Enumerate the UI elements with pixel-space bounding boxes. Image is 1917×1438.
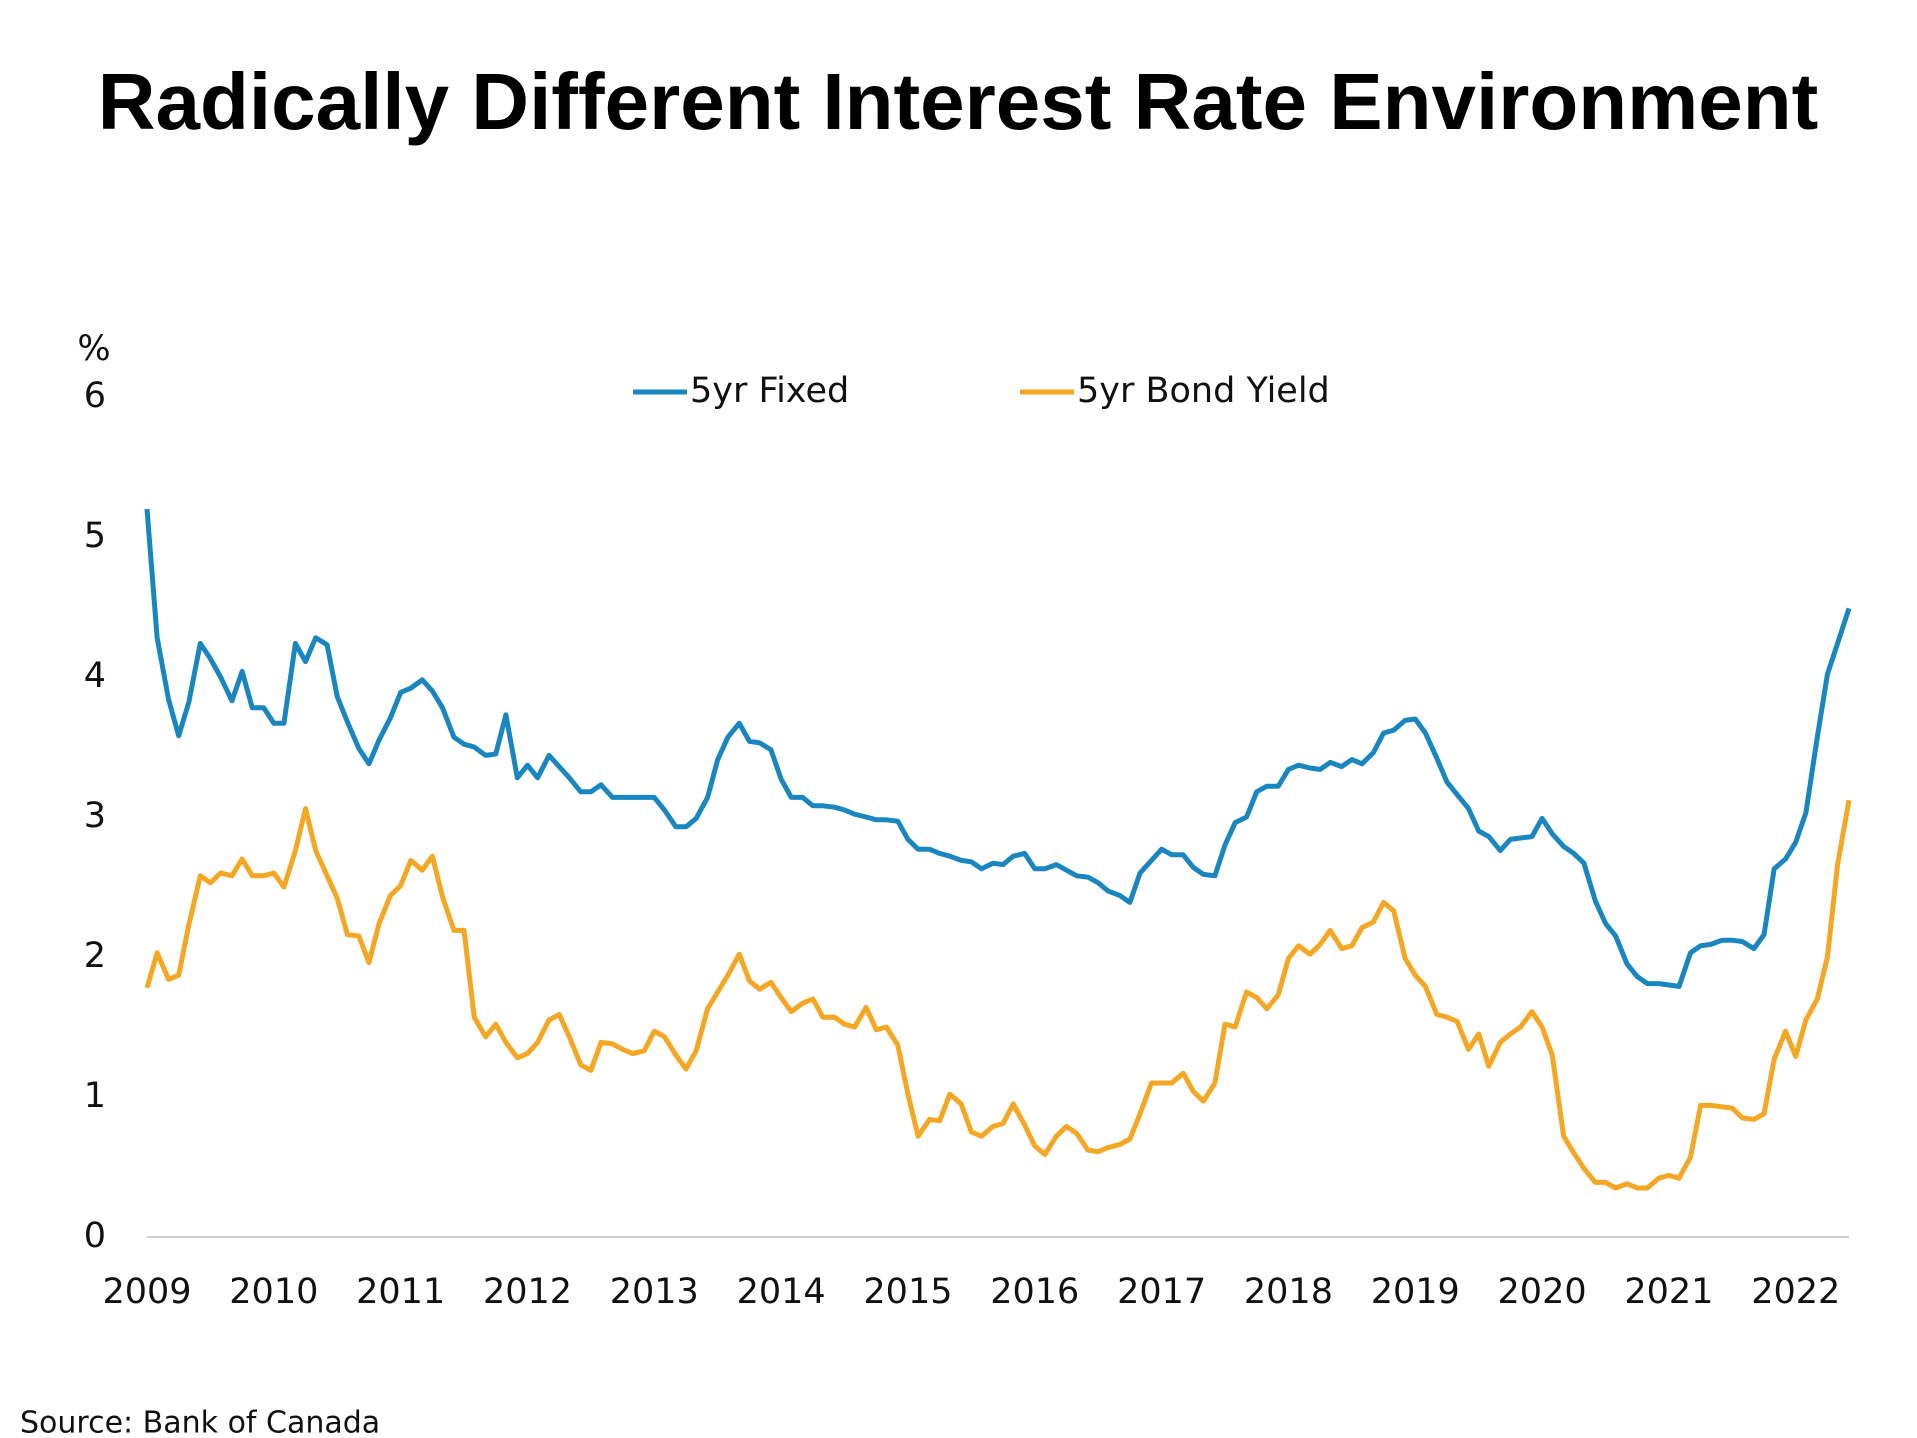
- x-tick-label: 2013: [610, 1272, 699, 1312]
- x-tick-label: 2012: [483, 1272, 572, 1312]
- x-tick-label: 2009: [102, 1272, 191, 1312]
- y-tick-label: 2: [84, 936, 106, 976]
- legend-label: 5yr Bond Yield: [1077, 371, 1330, 411]
- y-tick-label: 6: [84, 376, 106, 416]
- x-tick-label: 2018: [1244, 1272, 1333, 1312]
- x-tick-label: 2022: [1751, 1272, 1840, 1312]
- y-tick-label: 5: [84, 516, 106, 556]
- y-tick-label: 1: [84, 1076, 106, 1116]
- chart-title: Radically Different Interest Rate Enviro…: [97, 57, 1819, 146]
- y-tick-label: 4: [84, 656, 106, 696]
- x-tick-label: 2021: [1624, 1272, 1713, 1312]
- x-tick-label: 2014: [737, 1272, 826, 1312]
- y-tick-label: 3: [84, 796, 106, 836]
- x-tick-label: 2015: [863, 1272, 952, 1312]
- x-tick-label: 2020: [1498, 1272, 1587, 1312]
- x-tick-label: 2019: [1371, 1272, 1460, 1312]
- source-note: Source: Bank of Canada: [20, 1406, 380, 1438]
- legend-label: 5yr Fixed: [690, 371, 849, 411]
- y-tick-label: 0: [84, 1216, 106, 1256]
- series-line: [144, 799, 1852, 1191]
- x-tick-label: 2016: [990, 1272, 1079, 1312]
- x-tick-label: 2010: [229, 1272, 318, 1312]
- x-tick-label: 2017: [1117, 1272, 1206, 1312]
- series-line: [144, 508, 1852, 989]
- y-axis-unit: %: [77, 329, 110, 369]
- x-tick-label: 2011: [356, 1272, 445, 1312]
